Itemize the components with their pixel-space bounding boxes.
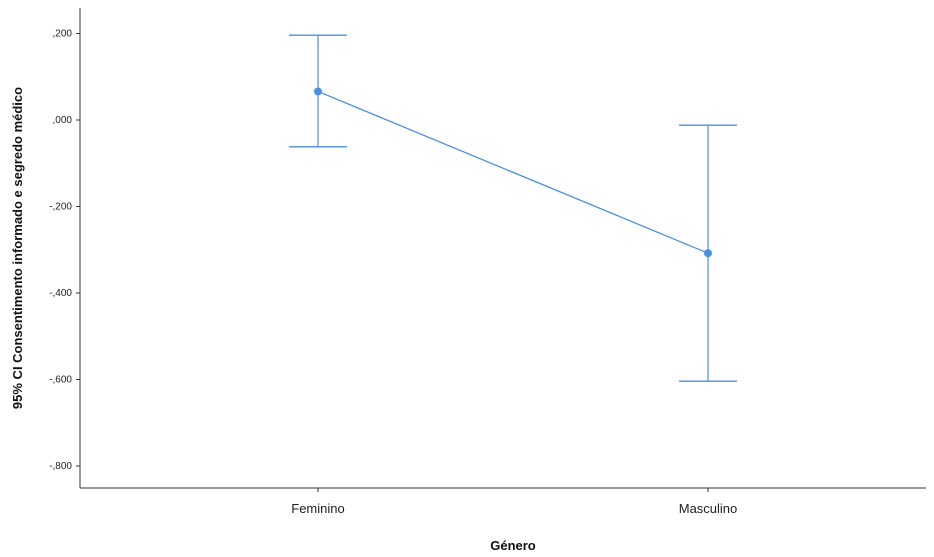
series-line [317, 90, 709, 254]
mean-point [314, 87, 322, 96]
y-tick-label: -,400 [49, 288, 72, 299]
x-tick-label: Feminino [291, 501, 344, 516]
y-tick-label: -,200 [49, 202, 72, 213]
y-tick-label: ,000 [53, 115, 73, 126]
mean-point [704, 249, 712, 258]
y-tick-label: ,200 [53, 29, 73, 40]
x-axis-title: Género [490, 538, 536, 553]
y-axis-title: 95% CI Consentimento informado e segredo… [10, 87, 25, 409]
y-tick-label: -,800 [49, 461, 72, 472]
plot-area: ,200 ,000 -,200 -,400 -,600 -,800 Feminino Masc… [49, 8, 926, 516]
y-tick-label: -,600 [49, 375, 72, 386]
x-tick-label: Masculino [679, 501, 738, 516]
